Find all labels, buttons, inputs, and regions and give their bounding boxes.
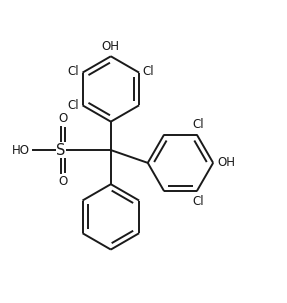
Text: S: S — [56, 143, 66, 158]
Text: OH: OH — [217, 156, 235, 169]
Text: Cl: Cl — [143, 65, 154, 78]
Text: Cl: Cl — [192, 118, 204, 131]
Text: Cl: Cl — [67, 65, 79, 78]
Text: Cl: Cl — [192, 195, 204, 208]
Text: O: O — [59, 112, 68, 125]
Text: OH: OH — [102, 40, 120, 53]
Text: O: O — [59, 175, 68, 188]
Text: Cl: Cl — [67, 99, 79, 112]
Text: HO: HO — [12, 144, 30, 157]
